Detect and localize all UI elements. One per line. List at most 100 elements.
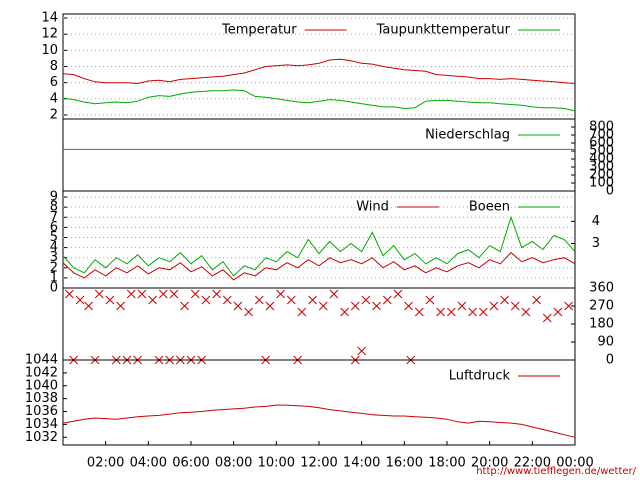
- wind-direction-marker: [222, 295, 232, 305]
- wind-direction-marker: [329, 289, 339, 299]
- y-tick-label: 7: [50, 210, 58, 225]
- y-tick-label: 0: [606, 353, 614, 368]
- y-tick-label: 1044: [25, 353, 58, 368]
- y-tick-label: 4: [50, 91, 58, 106]
- wind-direction-marker: [500, 295, 509, 305]
- y-tick-label: 6: [50, 220, 58, 235]
- y-tick-label: 700: [589, 128, 614, 143]
- series-line: [62, 251, 576, 281]
- y-tick-label: 1032: [25, 430, 58, 445]
- wind-direction-marker: [478, 307, 488, 317]
- wind-direction-marker: [393, 289, 403, 299]
- x-tick-label: 16:00: [386, 456, 423, 471]
- wind-direction-marker: [308, 295, 317, 305]
- y-tick-label: 1: [50, 270, 58, 285]
- x-tick-label: 12:00: [300, 456, 337, 471]
- wind-direction-marker: [180, 301, 189, 311]
- y-tick-label: 100: [589, 176, 614, 191]
- x-tick-label: 08:00: [215, 456, 252, 471]
- y-tick-label: 10: [41, 43, 58, 58]
- x-tick-label: 22:00: [514, 456, 551, 471]
- y-tick-label: 500: [589, 144, 614, 159]
- y-tick-label: 400: [589, 152, 614, 167]
- wind-direction-marker: [169, 289, 179, 299]
- y-tick-label: 14: [41, 11, 58, 26]
- wind-direction-marker: [286, 295, 296, 305]
- series-line: [62, 89, 576, 112]
- wind-direction-marker: [553, 307, 563, 317]
- y-tick-label: 2: [50, 260, 58, 275]
- wind-direction-marker: [489, 301, 499, 311]
- legend-label: Niederschlag: [425, 128, 510, 143]
- wind-direction-marker: [510, 301, 520, 311]
- x-tick-label: 06:00: [172, 456, 209, 471]
- wind-direction-marker: [350, 301, 360, 311]
- legend-label: Luftdruck: [449, 369, 511, 384]
- legend-label: Taupunkttemperatur: [376, 23, 511, 38]
- wind-direction-marker: [265, 301, 275, 311]
- y-tick-label: 270: [589, 299, 614, 314]
- y-tick-label: 12: [41, 27, 58, 42]
- wind-direction-marker: [357, 346, 367, 356]
- x-tick-label: 00:00: [556, 456, 593, 471]
- y-tick-label: 2: [50, 107, 58, 122]
- wind-direction-marker: [105, 295, 115, 305]
- wind-direction-marker: [148, 295, 157, 305]
- series-line: [62, 58, 576, 85]
- y-tick-label: 8: [50, 59, 58, 74]
- y-tick-label: 1042: [25, 365, 58, 380]
- x-tick-label: 04:00: [130, 456, 167, 471]
- wind-direction-marker: [404, 301, 413, 311]
- wind-direction-marker: [414, 307, 424, 317]
- y-tick-label: 0: [606, 184, 614, 199]
- wind-direction-marker: [361, 295, 371, 305]
- wind-direction-marker: [158, 289, 168, 299]
- y-tick-label: 9: [50, 190, 58, 205]
- wind-direction-marker: [75, 295, 85, 305]
- y-tick-label: 180: [589, 317, 614, 332]
- y-tick-label: 800: [589, 120, 614, 135]
- y-tick-label: 1038: [25, 391, 58, 406]
- wind-direction-marker: [276, 289, 285, 299]
- wind-direction-marker: [542, 313, 552, 323]
- y2-tick-label: 4: [592, 214, 600, 229]
- wind-direction-marker: [244, 307, 253, 317]
- y-tick-label: 8: [50, 200, 58, 215]
- wind-direction-marker: [457, 301, 467, 311]
- wind-direction-marker: [116, 301, 125, 311]
- y-tick-label: 4: [50, 240, 58, 255]
- y-tick-label: 1040: [25, 378, 58, 393]
- x-tick-label: 14:00: [343, 456, 380, 471]
- footer-url: http://www.tiefflegen.de/wetter/: [476, 466, 636, 477]
- wind-direction-marker: [340, 307, 349, 317]
- wind-direction-marker: [233, 301, 243, 311]
- wind-direction-marker: [94, 289, 104, 299]
- x-tick-label: 02:00: [87, 456, 124, 471]
- wind-direction-marker: [436, 307, 445, 317]
- legend-label: Boeen: [469, 200, 510, 215]
- y-tick-label: 0: [50, 281, 58, 296]
- wind-direction-marker: [564, 301, 573, 311]
- wind-direction-marker: [532, 295, 541, 305]
- wind-direction-marker: [521, 307, 531, 317]
- y-tick-label: 90: [597, 335, 614, 350]
- panel-frame: [62, 287, 576, 361]
- y-tick-label: 1034: [25, 417, 58, 432]
- wind-direction-marker: [446, 307, 456, 317]
- y2-tick-label: 3: [592, 236, 600, 251]
- y-tick-label: 3: [50, 250, 58, 265]
- legend-label: Temperatur: [221, 23, 297, 38]
- x-tick-label: 18:00: [428, 456, 465, 471]
- wind-direction-marker: [190, 289, 200, 299]
- wind-direction-marker: [126, 289, 136, 299]
- y-tick-label: 360: [589, 281, 614, 296]
- y-tick-label: 200: [589, 168, 614, 183]
- wind-direction-marker: [382, 295, 392, 305]
- wind-direction-marker: [297, 307, 307, 317]
- wind-direction-marker: [212, 289, 221, 299]
- y-tick-label: 300: [589, 160, 614, 175]
- wind-direction-marker: [372, 301, 381, 311]
- wind-direction-marker: [254, 295, 264, 305]
- x-tick-label: 20:00: [471, 456, 508, 471]
